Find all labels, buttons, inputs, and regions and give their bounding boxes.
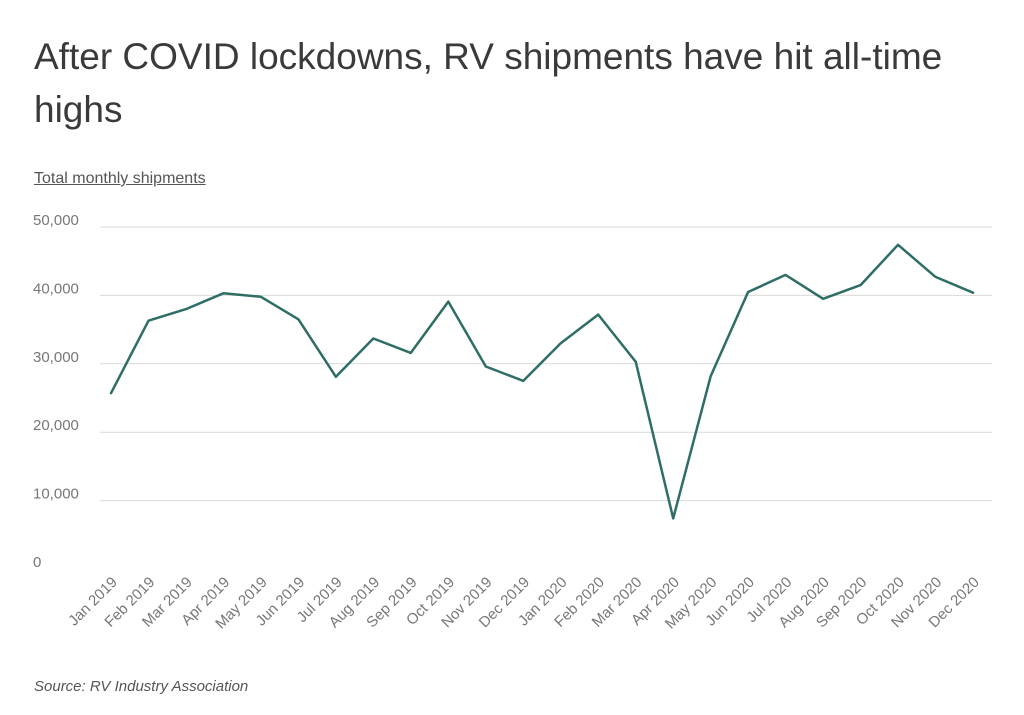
y-tick-label: 0 bbox=[33, 554, 41, 571]
y-tick-label: 20,000 bbox=[33, 417, 79, 434]
data-point bbox=[257, 293, 265, 301]
data-point bbox=[594, 311, 602, 319]
data-point bbox=[144, 317, 152, 325]
y-tick-label: 50,000 bbox=[33, 212, 79, 229]
chart-title: After COVID lockdowns, RV shipments have… bbox=[34, 36, 943, 130]
data-point bbox=[369, 334, 377, 342]
data-point bbox=[782, 271, 790, 279]
data-point bbox=[444, 298, 452, 306]
y-tick-label: 10,000 bbox=[33, 486, 79, 503]
data-point bbox=[182, 305, 190, 313]
y-tick-label: 30,000 bbox=[33, 349, 79, 366]
source-note: Source: RV Industry Association bbox=[34, 678, 249, 695]
series bbox=[107, 241, 977, 522]
data-point bbox=[894, 241, 902, 249]
data-point bbox=[857, 281, 865, 289]
data-point bbox=[632, 358, 640, 366]
data-point bbox=[294, 315, 302, 323]
data-point bbox=[669, 514, 677, 522]
data-point bbox=[482, 363, 490, 371]
data-point bbox=[407, 349, 415, 357]
data-point bbox=[819, 295, 827, 303]
data-point bbox=[744, 288, 752, 296]
y-tick-label: 40,000 bbox=[33, 280, 79, 297]
data-point bbox=[107, 389, 115, 397]
data-point bbox=[219, 289, 227, 297]
data-point bbox=[519, 377, 527, 385]
data-point bbox=[557, 339, 565, 347]
data-point bbox=[969, 289, 977, 297]
data-point bbox=[932, 273, 940, 281]
series-line bbox=[109, 243, 975, 520]
data-point bbox=[707, 372, 715, 380]
data-point bbox=[332, 373, 340, 381]
gridlines bbox=[100, 226, 992, 502]
y-axis-title: Total monthly shipments bbox=[34, 170, 206, 187]
y-tick-labels: 0 10,000 20,000 30,000 40,000 50,000 bbox=[33, 212, 79, 571]
